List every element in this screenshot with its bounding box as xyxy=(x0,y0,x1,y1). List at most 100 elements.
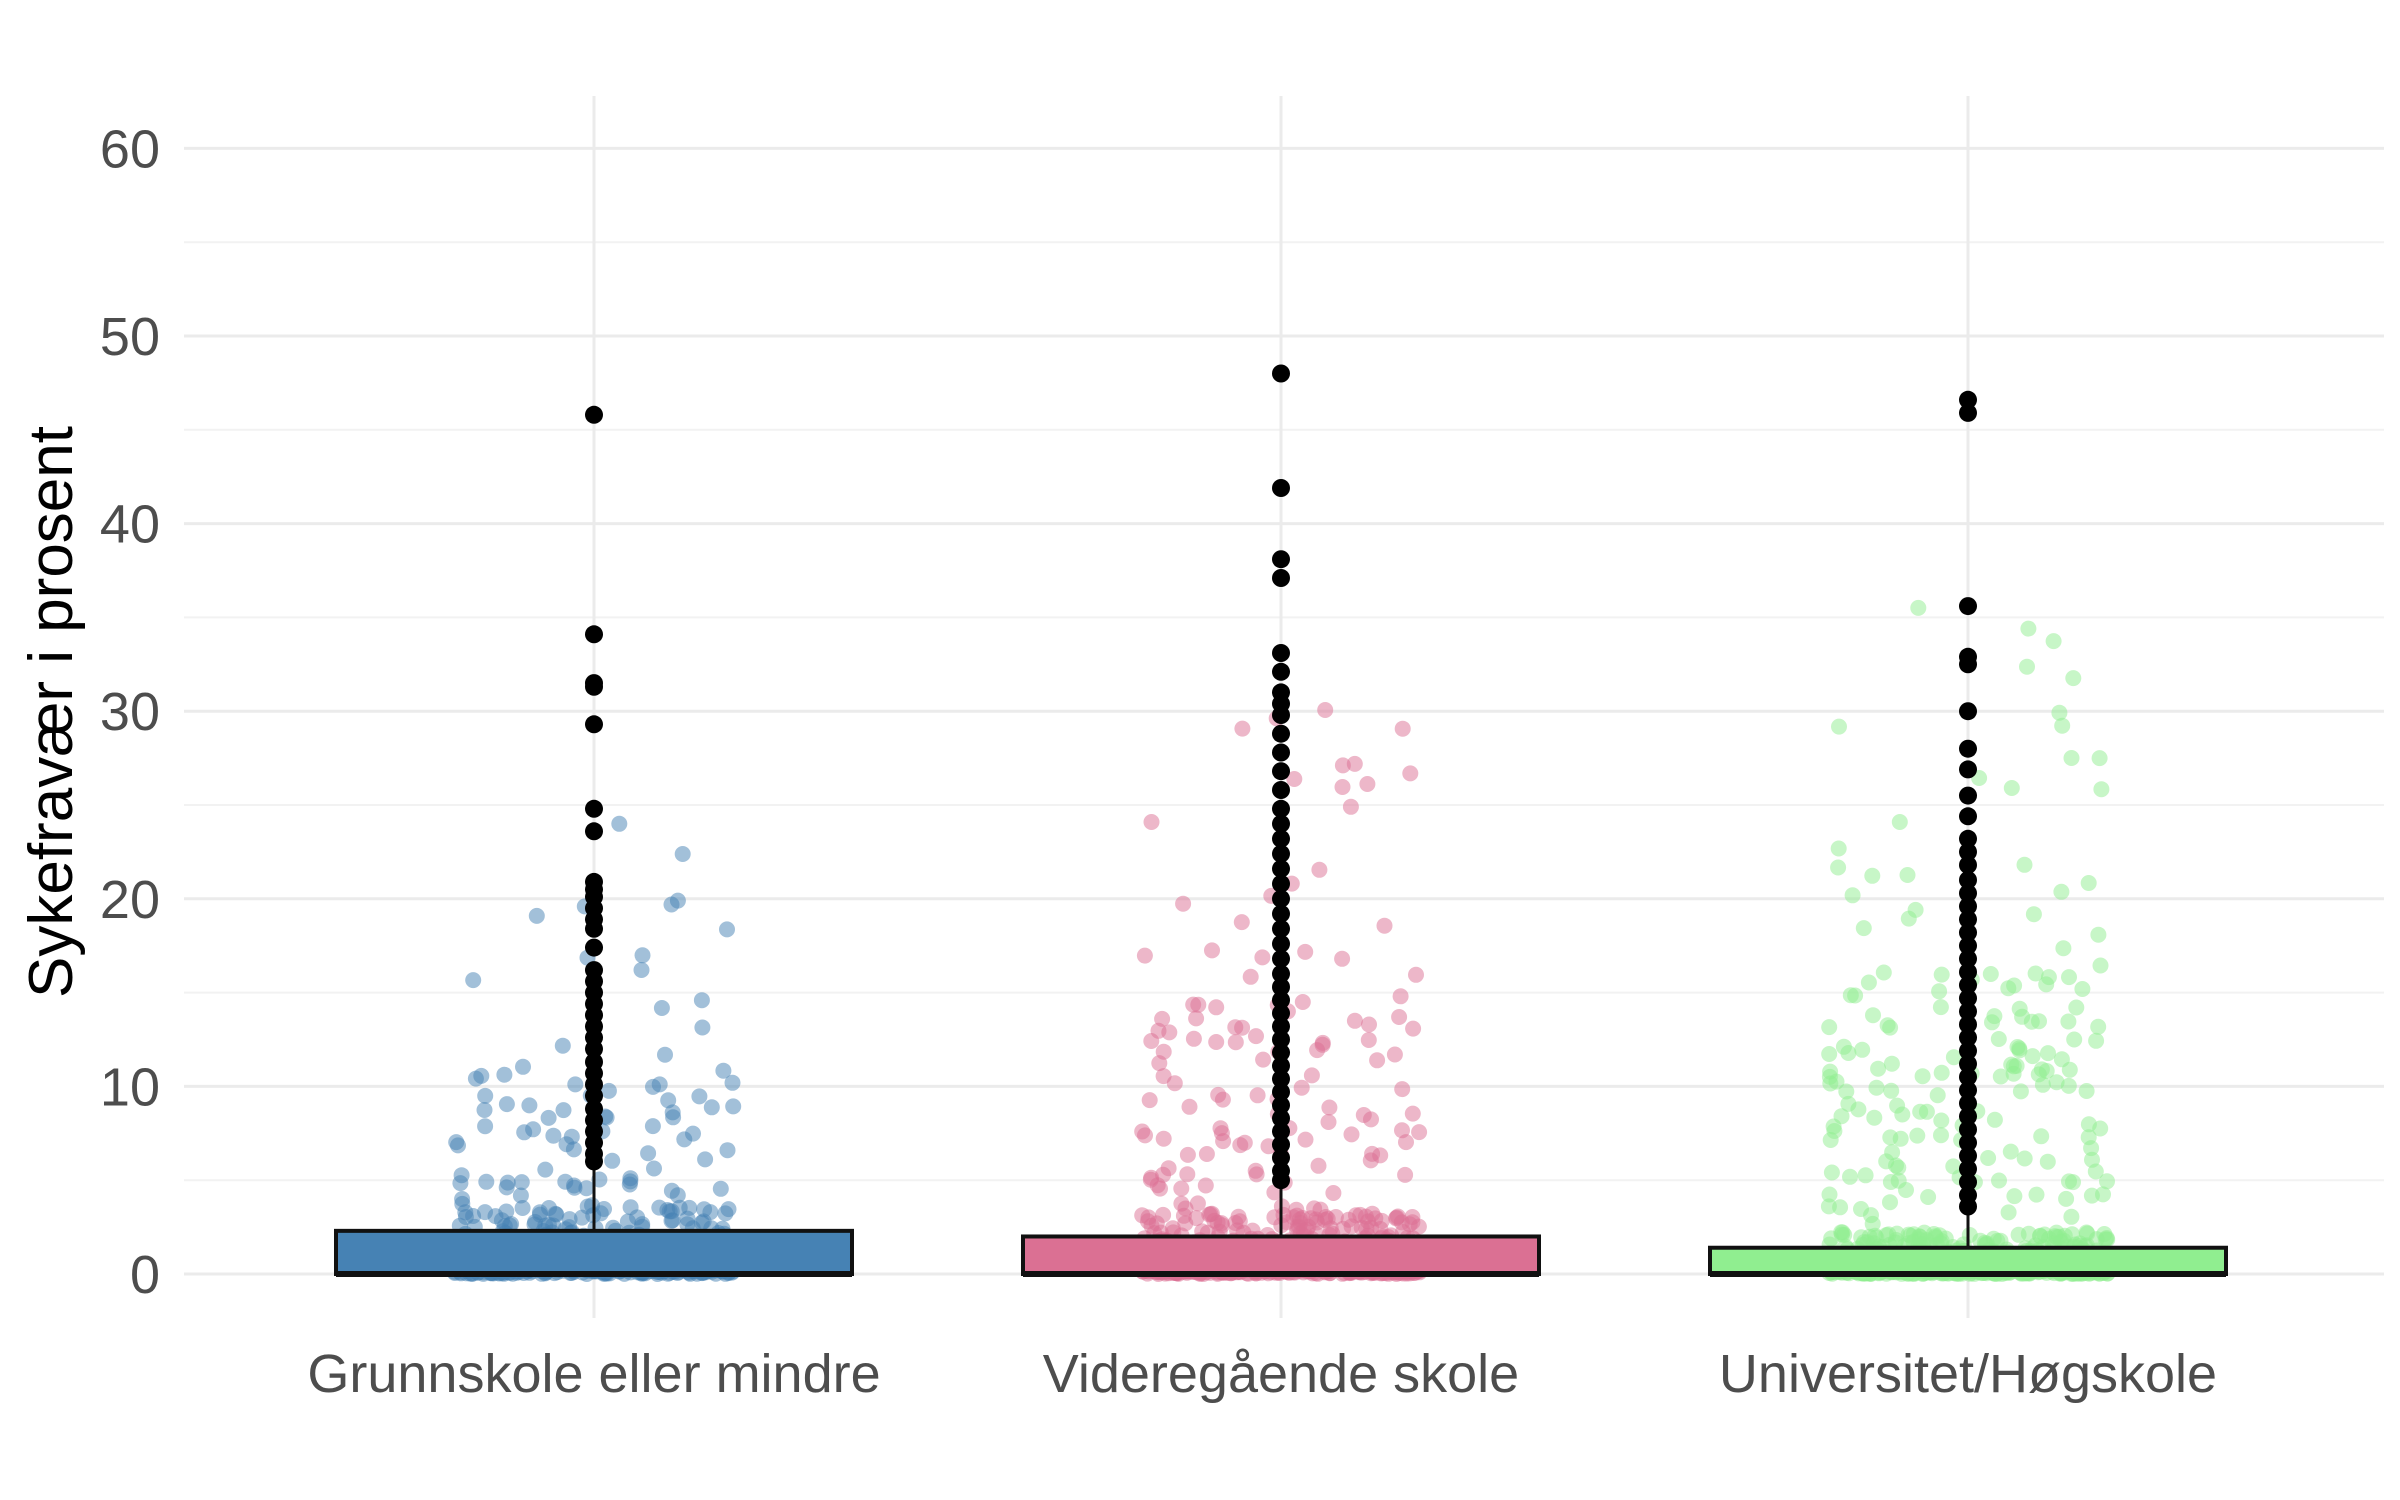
outlier-point xyxy=(1272,644,1290,662)
jitter-point xyxy=(1364,1205,1381,1222)
jitter-point xyxy=(1213,1215,1230,1232)
jitter-point xyxy=(1294,994,1311,1010)
jitter-point xyxy=(1248,1028,1264,1045)
jitter-point xyxy=(1334,779,1351,795)
jitter-point xyxy=(2066,1031,2083,1048)
jitter-point xyxy=(1870,1060,1887,1077)
jitter-point xyxy=(1173,1195,1190,1212)
jitter-point xyxy=(457,1204,474,1221)
jitter-point xyxy=(653,1000,670,1016)
jitter-point xyxy=(2000,1204,2017,1221)
jitter-point xyxy=(1822,1132,1839,1148)
jitter-point xyxy=(1181,1098,1198,1115)
jitter-point xyxy=(1875,964,1892,981)
jitter-point xyxy=(2051,704,2068,721)
jitter-point xyxy=(1394,1081,1411,1098)
jitter-point xyxy=(697,1151,714,1168)
jitter-point xyxy=(2060,1077,2077,1094)
outlier-point xyxy=(1272,706,1290,724)
jitter-point xyxy=(448,1134,465,1151)
jitter-point xyxy=(2079,1225,2096,1242)
jitter-point xyxy=(1249,1087,1266,1104)
outlier-point xyxy=(1272,874,1290,893)
jitter-point xyxy=(725,1098,742,1115)
jitter-point xyxy=(578,1180,595,1197)
outlier-point xyxy=(1272,814,1290,833)
jitter-point xyxy=(1179,1146,1196,1163)
jitter-point xyxy=(660,1092,677,1109)
jitter-point xyxy=(1173,1180,1190,1197)
jitter-point xyxy=(1404,1214,1421,1231)
jitter-point xyxy=(2000,980,2017,997)
jitter-point xyxy=(719,1142,736,1159)
jitter-point xyxy=(1899,867,1916,883)
jitter-point xyxy=(1986,1111,2003,1128)
jitter-point xyxy=(1411,1124,1428,1141)
outlier-point xyxy=(1272,1148,1290,1167)
jitter-point xyxy=(1865,1007,1881,1024)
outlier-point xyxy=(1959,1120,1977,1139)
jitter-point xyxy=(540,1109,557,1126)
jitter-point xyxy=(561,1211,578,1228)
jitter-point xyxy=(1208,999,1225,1016)
outlier-point xyxy=(1959,1146,1977,1165)
jitter-point xyxy=(1840,1095,1857,1112)
jitter-point xyxy=(2055,940,2072,957)
jitter-point xyxy=(1933,1112,1950,1129)
outlier-point xyxy=(1959,786,1977,805)
jitter-point xyxy=(1838,1083,1855,1100)
jitter-point xyxy=(1321,1099,1338,1116)
jitter-point xyxy=(477,1204,493,1221)
jitter-point xyxy=(1864,1215,1881,1232)
jitter-point xyxy=(478,1173,495,1190)
jitter-point xyxy=(1391,1009,1408,1025)
jitter-point xyxy=(1822,1075,1839,1092)
outlier-point xyxy=(1272,829,1290,848)
jitter-point xyxy=(1141,1092,1158,1109)
jitter-point xyxy=(1208,1034,1225,1050)
jitter-point xyxy=(1830,859,1847,876)
jitter-point xyxy=(2068,999,2085,1016)
jitter-point xyxy=(1918,1232,1935,1249)
x-tick-label: Videregående skole xyxy=(1043,1344,1519,1404)
jitter-point xyxy=(1823,1230,1840,1247)
jitter-point xyxy=(2054,717,2071,734)
jitter-point xyxy=(1361,1016,1377,1033)
jitter-point xyxy=(1334,950,1351,967)
outlier-point xyxy=(1272,1017,1290,1036)
jitter-point xyxy=(645,1078,661,1095)
jitter-point xyxy=(1868,1229,1885,1246)
jitter-point xyxy=(1325,1185,1342,1201)
jitter-point xyxy=(1376,917,1393,934)
jitter-point xyxy=(1213,1125,1230,1142)
outlier-point xyxy=(1959,949,1977,968)
jitter-point xyxy=(2065,670,2082,687)
jitter-point xyxy=(2088,1032,2105,1049)
jitter-point xyxy=(1844,887,1861,904)
jitter-point xyxy=(514,1200,531,1216)
jitter-point xyxy=(1992,1068,2009,1085)
x-tick-label: Grunnskole eller mindre xyxy=(307,1344,880,1404)
jitter-point xyxy=(1155,1166,1172,1183)
jitter-point xyxy=(1991,1172,2007,1189)
jitter-point xyxy=(1933,1127,1949,1144)
jitter-point xyxy=(691,1088,708,1105)
jitter-point xyxy=(1986,1008,2003,1025)
jitter-point xyxy=(1190,996,1207,1013)
jitter-point xyxy=(1890,1159,1907,1176)
outlier-point xyxy=(1272,781,1290,799)
jitter-point xyxy=(1909,1127,1926,1144)
jitter-point xyxy=(516,1124,533,1141)
jitter-point xyxy=(1210,1086,1227,1103)
jitter-point xyxy=(1840,1045,1857,1061)
jitter-point xyxy=(1823,1164,1840,1181)
jitter-point xyxy=(1155,1043,1172,1060)
jitter-point xyxy=(619,1213,636,1230)
jitter-point xyxy=(1394,720,1411,737)
jitter-point xyxy=(693,992,710,1009)
jitter-point xyxy=(1832,1199,1849,1216)
jitter-point xyxy=(1842,987,1859,1004)
jitter-point xyxy=(1830,840,1847,857)
box xyxy=(1708,1245,2228,1276)
jitter-point xyxy=(496,1066,513,1083)
